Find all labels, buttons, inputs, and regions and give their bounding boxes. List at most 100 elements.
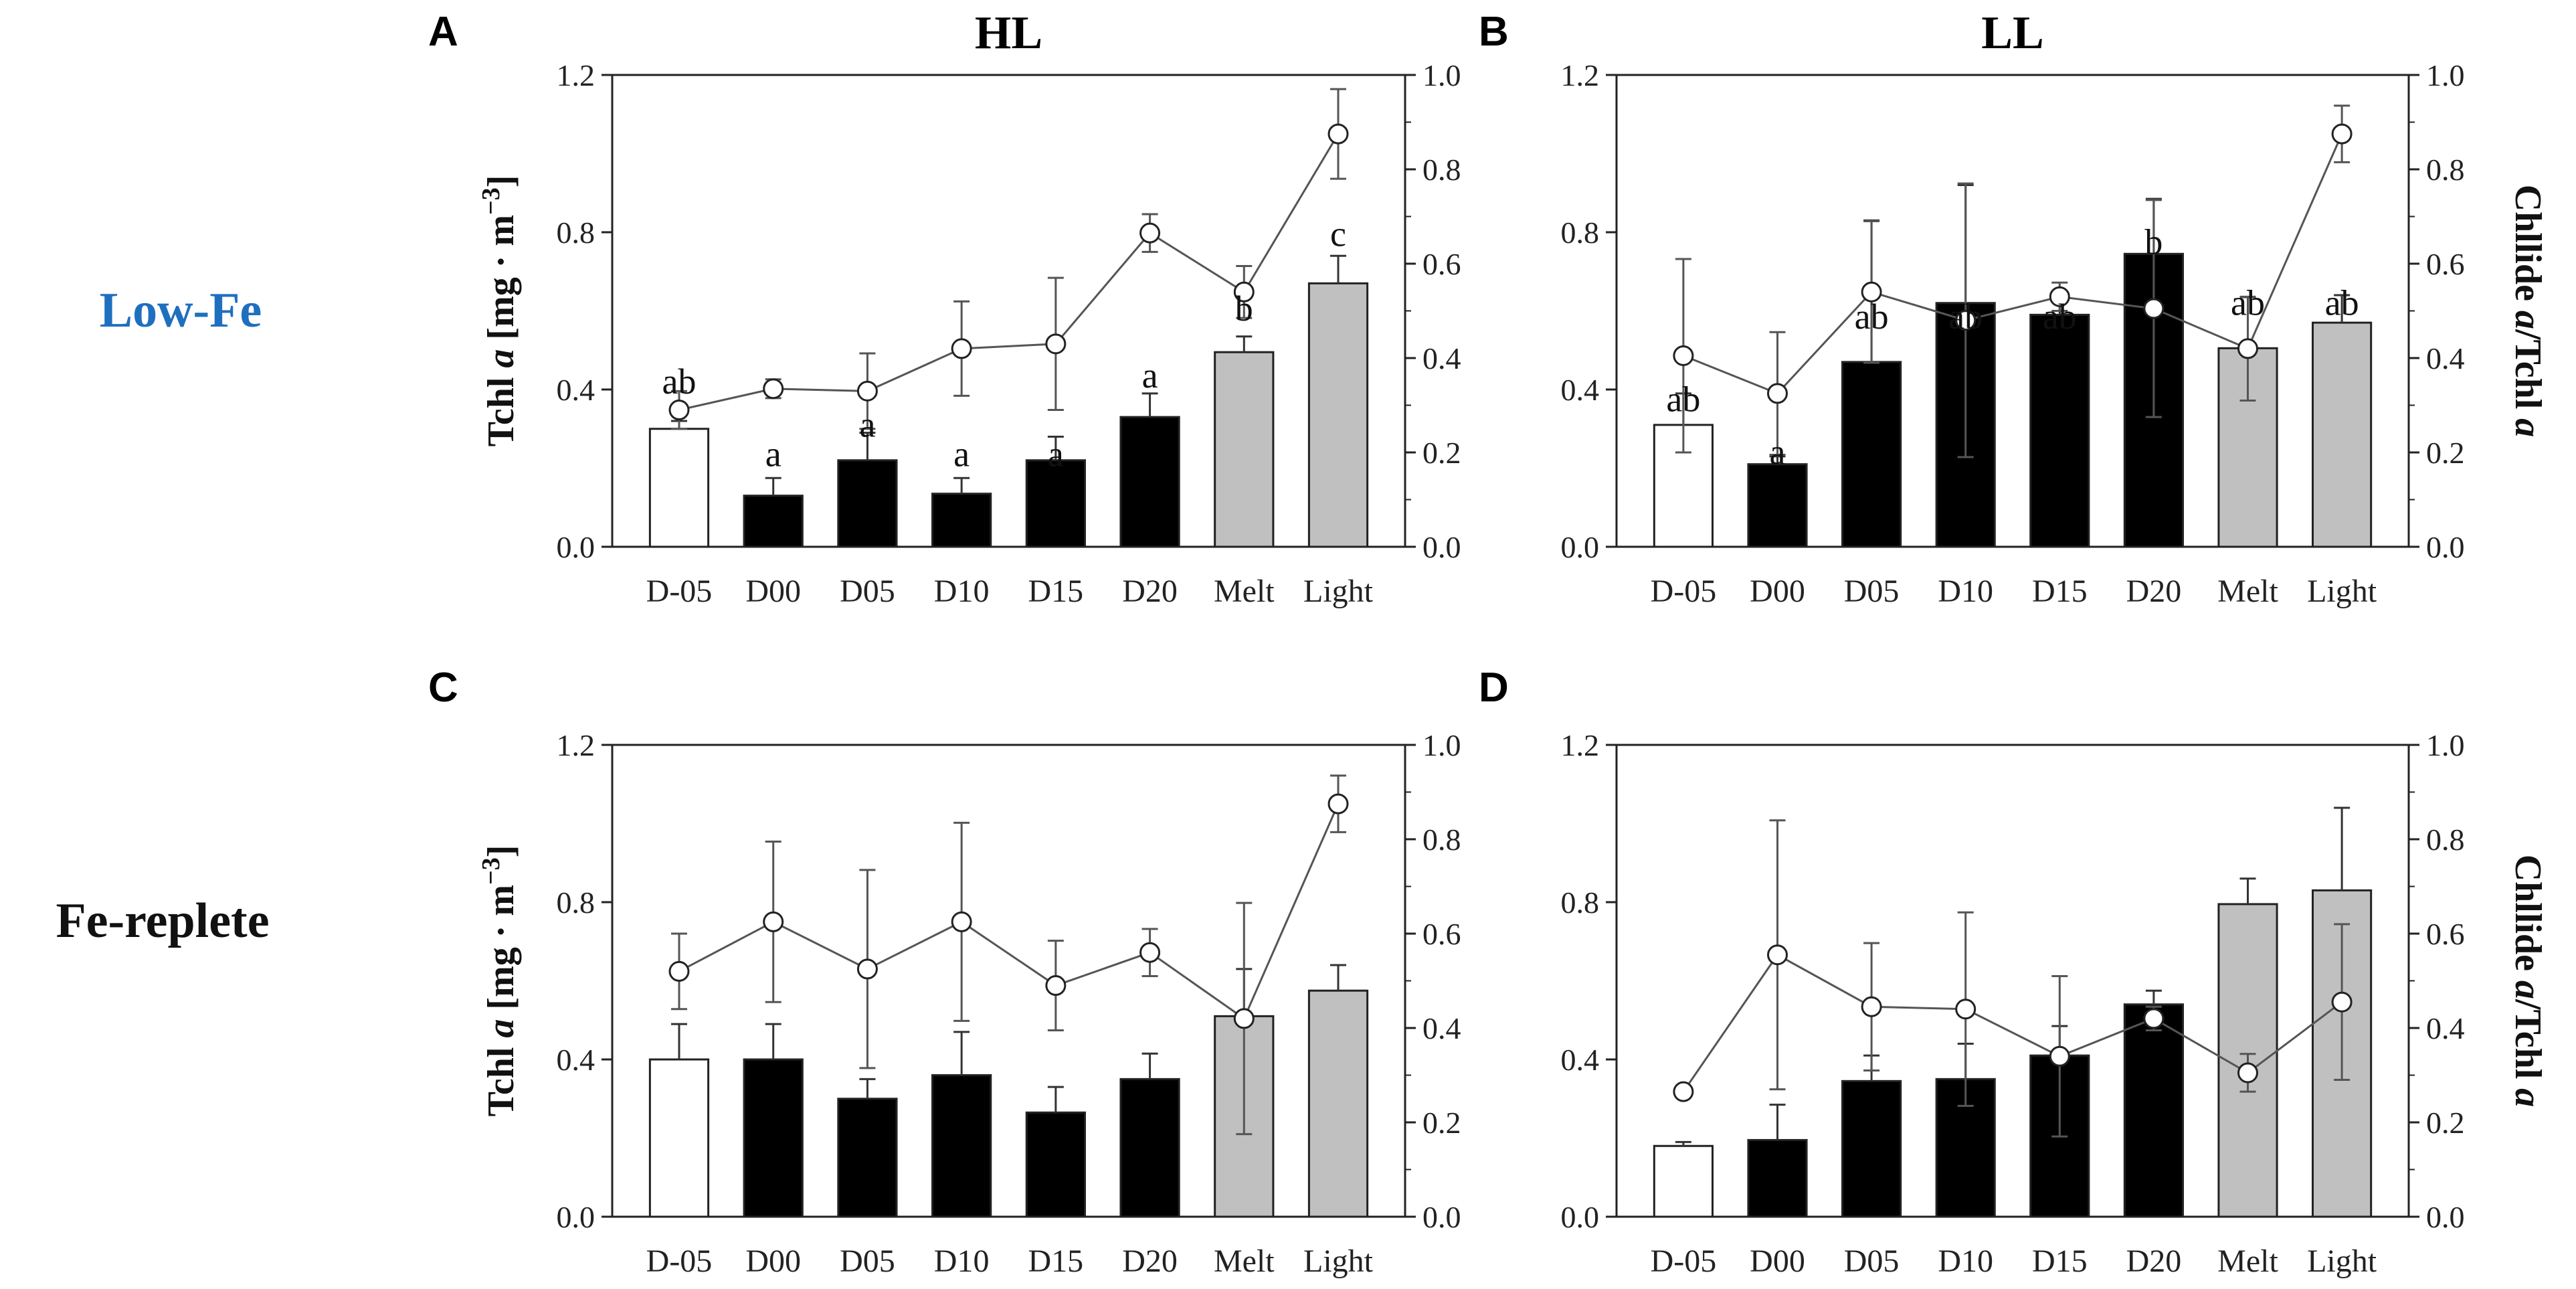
ratio-line [1682, 953, 2343, 1093]
ratio-point [856, 380, 878, 402]
bar [2123, 1003, 2184, 1218]
right-tick-label: 0.0 [2426, 1200, 2465, 1234]
category-label: Light [2307, 1243, 2377, 1279]
bar [743, 1058, 804, 1218]
significance-label: a [1142, 355, 1158, 396]
category-label: D05 [840, 574, 895, 609]
significance-label: ab [662, 361, 697, 402]
bar [931, 493, 992, 548]
significance-label: b [1235, 288, 1253, 329]
ratio-point [2237, 338, 2258, 359]
category-label: D05 [1844, 1243, 1900, 1279]
left-tick-label: 0.0 [1561, 1200, 1600, 1234]
category-label: Light [2307, 574, 2377, 609]
ratio-point [2331, 991, 2353, 1013]
ratio-line [678, 133, 1340, 412]
significance-label: ab [2325, 282, 2359, 323]
right-tick-label: 0.4 [2426, 1011, 2465, 1045]
panel-letter: C [428, 665, 458, 711]
right-tick-label: 0.6 [1422, 917, 1461, 951]
significance-label: a [1770, 432, 1786, 472]
ratio-point [856, 958, 878, 980]
ratio-point [1139, 942, 1161, 963]
bar [1653, 1144, 1714, 1218]
category-label: D00 [745, 1243, 801, 1279]
category-label: D10 [934, 1243, 990, 1279]
category-label: D15 [2032, 574, 2088, 609]
panel-title: LL [1981, 7, 2043, 59]
ratio-point [1045, 975, 1067, 997]
bar [1841, 361, 1902, 548]
ratio-point [1861, 281, 1882, 303]
bar [2217, 347, 2278, 548]
category-label: D20 [2126, 1243, 2182, 1279]
ratio-point [763, 911, 784, 932]
ratio-point [2143, 298, 2165, 319]
significance-label: a [1048, 434, 1064, 475]
category-label: D10 [1938, 574, 1993, 609]
category-label: Melt [1214, 574, 1275, 609]
right-tick-label: 1.0 [1422, 58, 1461, 92]
category-label: D-05 [1651, 574, 1717, 609]
significance-label: a [859, 405, 875, 445]
bar [1214, 351, 1275, 548]
plot-frame [1615, 744, 2410, 1218]
chart-panels: A HL 0.0 0.4 0.8 1.2 0.0 0.2 0.4 0.6 0.8 1.0 Tchl a … [428, 7, 2549, 1279]
right-tick-label: 1.0 [2426, 728, 2465, 762]
left-tick-label: 0.0 [557, 530, 595, 564]
panel-d: D 0.0 0.4 0.8 1.2 0.0 0.2 0.4 0.6 0.8 1.0 Chllide a… [1479, 665, 2549, 1279]
category-label: Melt [2217, 1243, 2278, 1279]
right-tick-label: 0.2 [1422, 1106, 1461, 1140]
right-axis-title: Chllide a/Tchl a [2507, 185, 2549, 438]
bar [931, 1074, 992, 1218]
right-tick-label: 0.6 [2426, 247, 2465, 281]
category-label: Melt [1214, 1243, 1275, 1279]
ratio-point [2237, 1062, 2258, 1084]
bar [648, 428, 710, 548]
ratio-point [951, 911, 972, 932]
left-tick-label: 0.8 [1561, 885, 1600, 920]
bar [1747, 1138, 1808, 1218]
panel-letter: B [1479, 9, 1509, 55]
significance-label: ab [1948, 296, 1983, 337]
bar [1119, 416, 1180, 548]
right-tick-label: 0.2 [2426, 436, 2465, 470]
category-label: D10 [1938, 1243, 1993, 1279]
right-tick-label: 0.4 [2426, 341, 2465, 375]
ratio-point [1861, 996, 1882, 1017]
right-tick-label: 0.4 [1422, 1011, 1461, 1045]
significance-label: a [953, 434, 970, 475]
right-axis-title: Chllide a/Tchl a [2507, 855, 2549, 1108]
panel-b: B LL 0.0 0.4 0.8 1.2 0.0 0.2 0.4 0.6 0.8 1.0 Chllide… [1479, 7, 2549, 609]
category-label: D05 [1844, 574, 1900, 609]
left-axis-title: Tchl a [mg · m−3] [477, 175, 522, 447]
ratio-point [2049, 286, 2070, 307]
ratio-point [1955, 999, 1976, 1020]
category-label: D10 [934, 574, 990, 609]
category-label: D20 [2126, 574, 2182, 609]
bar [2029, 313, 2090, 548]
bar [1307, 989, 1369, 1218]
right-tick-label: 0.0 [1422, 1200, 1461, 1234]
ratio-point [951, 338, 972, 359]
bar [2312, 321, 2373, 548]
ratio-point [1233, 1008, 1255, 1029]
ratio-point [1767, 944, 1788, 966]
right-tick-label: 0.8 [2426, 153, 2465, 187]
left-tick-label: 0.0 [1561, 530, 1600, 564]
plot-frame [611, 74, 1406, 548]
category-label: D20 [1122, 1243, 1178, 1279]
right-tick-label: 0.8 [1422, 823, 1461, 857]
left-tick-label: 1.2 [557, 58, 595, 92]
right-tick-label: 0.4 [1422, 341, 1461, 375]
category-label: D-05 [1651, 1243, 1717, 1279]
ratio-point [1139, 222, 1161, 244]
plot-frame [611, 744, 1406, 1218]
category-label: D05 [840, 1243, 895, 1279]
bar [648, 1058, 710, 1218]
ratio-point [1045, 333, 1067, 355]
right-tick-label: 1.0 [1422, 728, 1461, 762]
ratio-point [1767, 383, 1788, 404]
right-tick-label: 0.6 [2426, 917, 2465, 951]
plot-frame [1615, 74, 2410, 548]
